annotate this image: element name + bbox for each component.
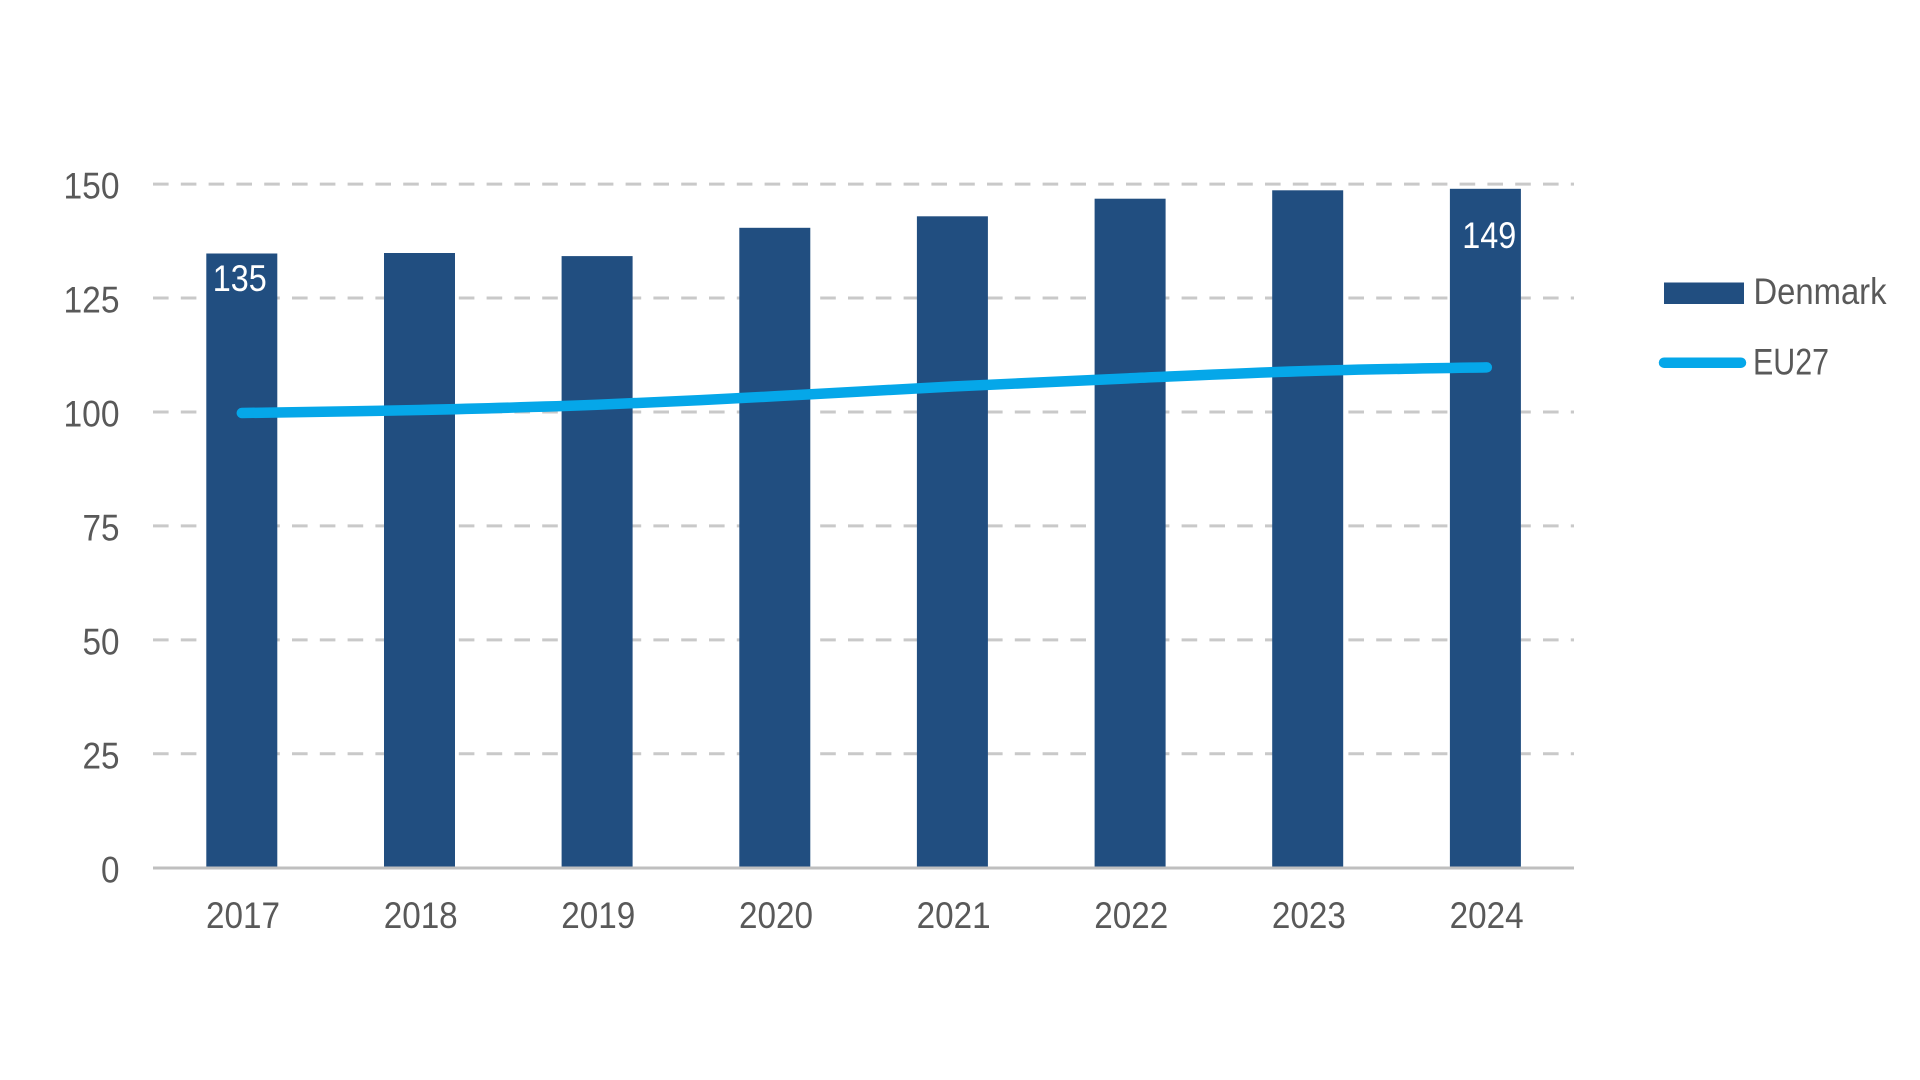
svg-text:0: 0 bbox=[101, 850, 120, 891]
svg-text:135: 135 bbox=[213, 258, 267, 299]
svg-text:2023: 2023 bbox=[1272, 895, 1346, 936]
svg-text:75: 75 bbox=[83, 507, 120, 548]
svg-text:2020: 2020 bbox=[739, 895, 813, 936]
svg-text:125: 125 bbox=[64, 280, 120, 321]
svg-text:2017: 2017 bbox=[206, 895, 280, 936]
svg-text:2018: 2018 bbox=[384, 895, 458, 936]
svg-text:2021: 2021 bbox=[917, 895, 991, 936]
svg-text:2022: 2022 bbox=[1094, 895, 1168, 936]
svg-text:Denmark: Denmark bbox=[1754, 271, 1887, 312]
svg-text:149: 149 bbox=[1462, 215, 1516, 256]
svg-text:2019: 2019 bbox=[561, 895, 635, 936]
svg-text:50: 50 bbox=[83, 621, 120, 662]
svg-text:150: 150 bbox=[64, 166, 120, 207]
svg-text:2024: 2024 bbox=[1450, 895, 1524, 936]
svg-text:EU27: EU27 bbox=[1753, 342, 1829, 383]
svg-text:100: 100 bbox=[64, 394, 120, 435]
svg-text:25: 25 bbox=[83, 735, 120, 776]
